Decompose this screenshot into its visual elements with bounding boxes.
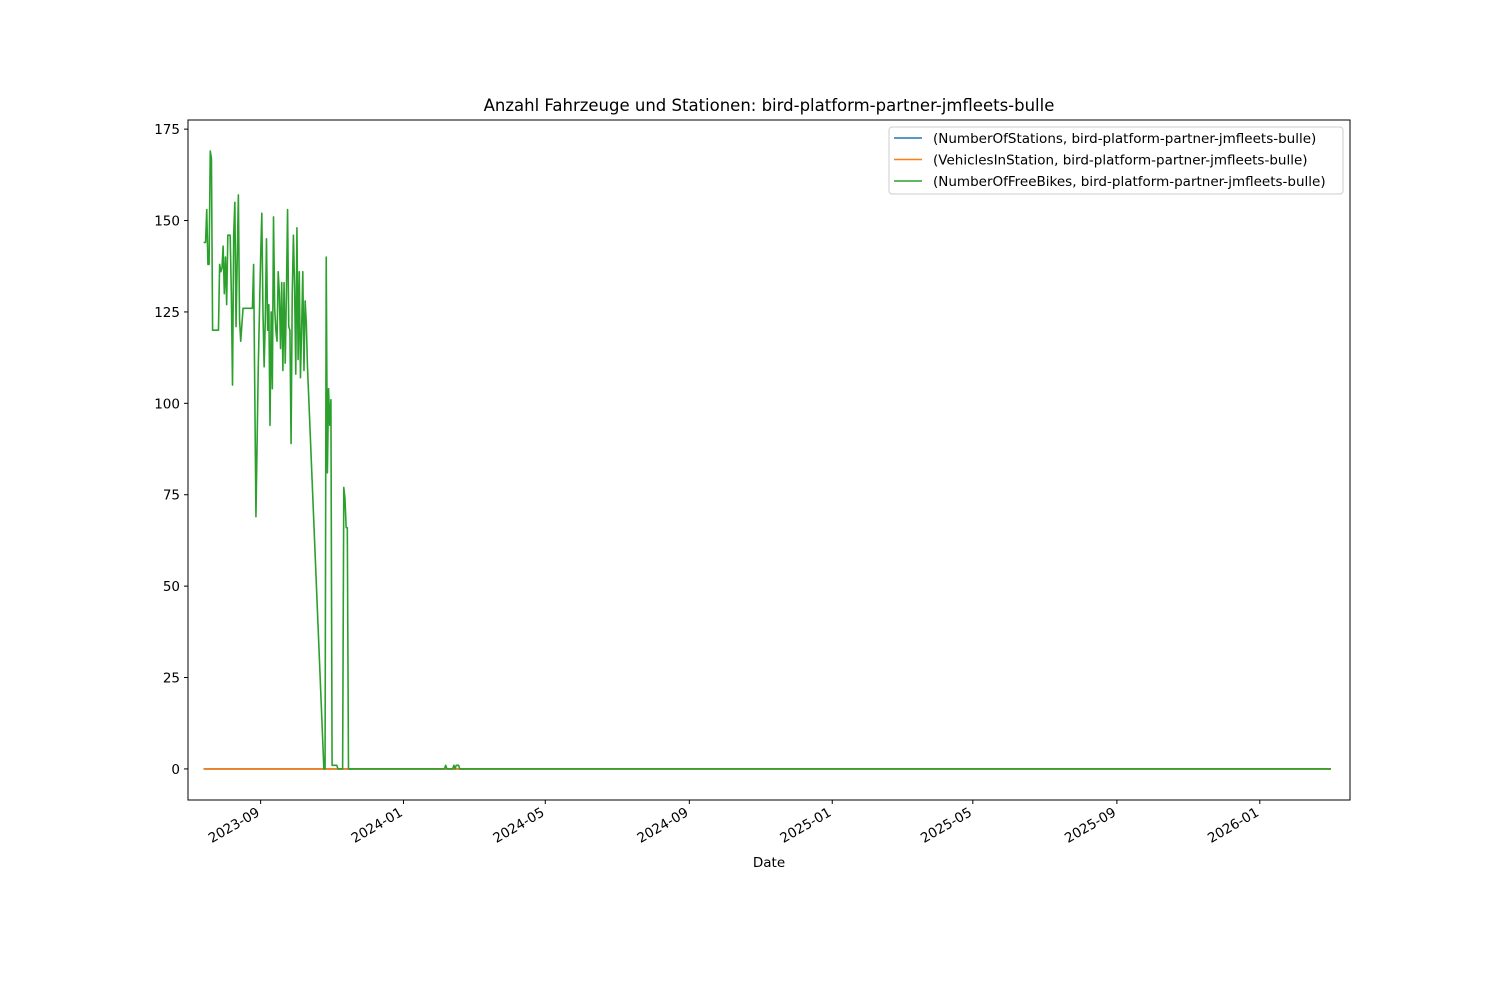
y-tick-label: 150	[154, 214, 180, 230]
y-tick-label: 100	[154, 396, 180, 412]
plot-area	[187, 119, 1351, 801]
legend-label-1: (NumberOfStations, bird-platform-partner…	[933, 131, 1316, 147]
chart-title: Anzahl Fahrzeuge und Stationen: bird-pla…	[484, 96, 1055, 115]
series-line-3	[203, 150, 1331, 770]
x-axis-label: Date	[753, 855, 785, 871]
y-tick-label: 125	[154, 305, 180, 321]
y-axis-ticks: 0 25 50 75 100 125 150 175	[154, 122, 188, 778]
y-tick-label: 175	[154, 122, 180, 138]
legend-box	[888, 126, 1344, 195]
series-layer	[203, 150, 1331, 770]
axes-frame	[187, 119, 1351, 801]
legend: (NumberOfStations, bird-platform-partner…	[888, 126, 1344, 195]
legend-label-2: (VehiclesInStation, bird-platform-partne…	[933, 153, 1308, 169]
y-tick-label: 25	[163, 671, 180, 687]
y-tick-label: 50	[163, 579, 180, 595]
y-tick-label: 0	[171, 762, 180, 778]
legend-label-3: (NumberOfFreeBikes, bird-platform-partne…	[933, 174, 1326, 190]
legend-items: (NumberOfStations, bird-platform-partner…	[894, 131, 1326, 190]
y-tick-label: 75	[163, 488, 180, 504]
